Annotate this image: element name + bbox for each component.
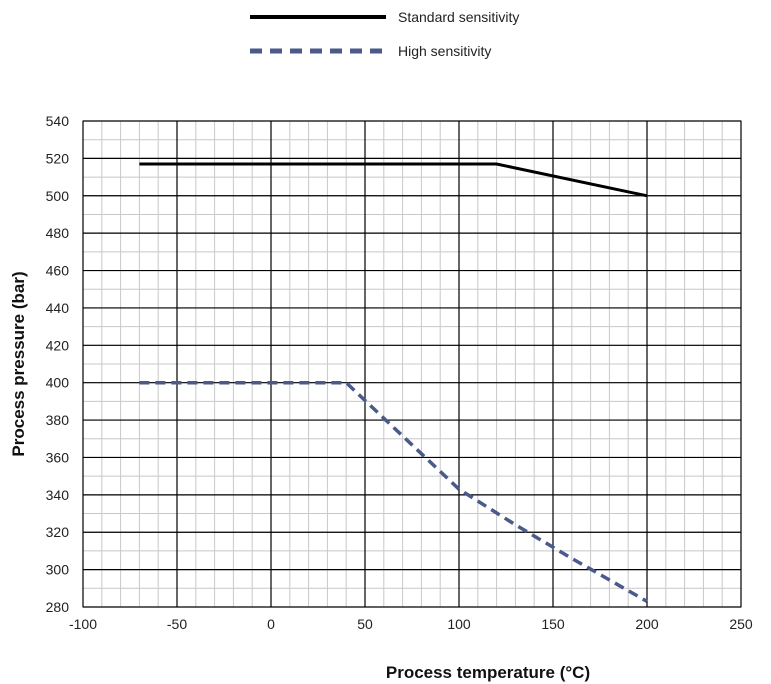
y-tick-label: 300 — [46, 562, 70, 578]
legend: Standard sensitivity High sensitivity — [250, 9, 519, 59]
x-tick-label: 50 — [357, 616, 373, 632]
y-tick-label: 480 — [46, 225, 70, 241]
x-tick-label: -50 — [167, 616, 187, 632]
x-tick-label: 100 — [447, 616, 471, 632]
x-tick-label: 150 — [541, 616, 565, 632]
y-tick-label: 460 — [46, 263, 70, 279]
x-tick-label: 200 — [635, 616, 659, 632]
y-tick-label: 360 — [46, 449, 70, 465]
series-line-standard — [139, 162, 648, 198]
y-tick-label: 400 — [46, 375, 70, 391]
y-axis-title: Process pressure (bar) — [9, 271, 28, 456]
y-axis-ticks: 280 300 320 340 360 380 400 420 440 460 480 500 520 5… — [46, 113, 70, 615]
plot-area — [82, 120, 742, 608]
legend-label-high: High sensitivity — [398, 43, 491, 59]
legend-label-standard: Standard sensitivity — [398, 9, 519, 25]
y-tick-label: 540 — [46, 113, 70, 129]
series-layer — [139, 162, 648, 603]
series-line-high — [139, 380, 648, 603]
y-tick-label: 440 — [46, 300, 70, 316]
y-tick-label: 340 — [46, 487, 70, 503]
y-tick-label: 520 — [46, 150, 70, 166]
x-tick-label: -100 — [69, 616, 97, 632]
y-tick-label: 500 — [46, 188, 70, 204]
y-tick-label: 280 — [46, 599, 70, 615]
y-tick-label: 380 — [46, 412, 70, 428]
x-tick-label: 0 — [267, 616, 275, 632]
y-tick-label: 320 — [46, 524, 70, 540]
y-tick-label: 420 — [46, 337, 70, 353]
x-tick-label: 250 — [729, 616, 753, 632]
x-axis-ticks: -100 -50 0 50 100 150 200 250 — [69, 616, 753, 632]
x-axis-title: Process temperature (°C) — [386, 663, 590, 682]
